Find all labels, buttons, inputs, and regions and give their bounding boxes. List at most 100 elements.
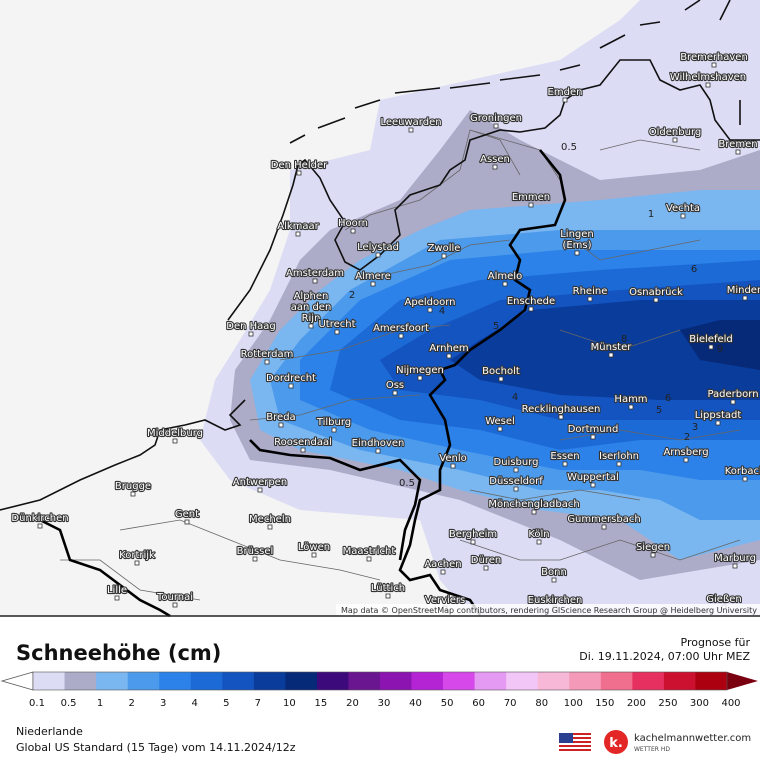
city-label: Venlo [439,453,466,464]
legend-tick-label: 7 [255,698,261,709]
legend-swatch [411,672,444,690]
city-marker [375,448,381,454]
city-marker [278,422,284,428]
city-marker [398,333,404,339]
city-label: aan den [291,302,332,313]
city-marker [732,563,738,569]
city-label: Enschede [507,296,555,307]
city-label: Wuppertal [567,472,619,483]
city-label: Apeldoorn [405,297,456,308]
city-label: Marburg [714,553,756,564]
legend-tick-label: 0.5 [61,698,77,709]
city-label: Bielefeld [689,334,733,345]
city-label: Korbach [725,466,760,477]
legend-tick-label: 3 [160,698,166,709]
city-label: (Ems) [562,240,591,251]
city-label: Paderborn [707,389,758,400]
legend-swatch [348,672,381,690]
legend-tick-label: 5 [223,698,229,709]
legend-title: Schneehöhe (cm) [16,641,221,665]
legend-swatch [222,672,255,690]
city-label: Tournai [156,592,193,603]
city-label: Wilhelmshaven [670,72,746,83]
city-marker [134,560,140,566]
city-label: Köln [528,529,549,540]
legend-swatch [316,672,349,690]
legend-tick-label: 70 [504,698,517,709]
city-marker [742,295,748,301]
city-marker [536,539,542,545]
city-marker [590,434,596,440]
city-marker [450,463,456,469]
city-label: Leeuwarden [380,117,441,128]
city-marker [493,123,499,129]
city-label: Bonn [541,567,567,578]
city-marker [312,278,318,284]
city-label: Siegen [636,542,670,553]
city-label: Gießen [706,594,741,605]
city-marker [513,486,519,492]
city-marker [264,359,270,365]
city-label: Vechta [666,203,700,214]
legend-tick-label: 200 [627,698,646,709]
city-marker [711,62,717,68]
legend-tick-label: 2 [128,698,134,709]
contour-label: 5 [493,321,499,332]
region: Niederlande [16,725,83,738]
city-marker [497,426,503,432]
city-label: Alphen [294,291,329,302]
city-label: Den Helder [271,160,328,171]
legend-frame [32,671,728,691]
city-marker [295,231,301,237]
city-label: Oldenburg [649,127,701,138]
city-label: Osnabrück [629,287,683,298]
attribution: Map data © OpenStreetMap contributors, r… [341,606,757,615]
city-label: Essen [550,451,579,462]
snow-area [450,300,760,400]
city-label: Roosendaal [274,437,332,448]
legend-tick-label: 20 [346,698,359,709]
city-label: Rijn [302,313,321,324]
city-marker [470,539,476,545]
legend-swatch [190,672,223,690]
city-label: Minden [727,285,760,296]
city-label: Brüssel [237,546,274,557]
city-label: Dordrecht [266,373,316,384]
city-marker [608,352,614,358]
legend-tick-label: 0.1 [29,698,45,709]
city-label: Rotterdam [241,349,294,360]
city-label: Lingen [560,229,594,240]
legend-tick-label: 400 [721,698,740,709]
contour-label: 0.5 [561,142,577,153]
city-marker [683,457,689,463]
city-marker [551,577,557,583]
city-marker [628,404,634,410]
map-labels: Bremerhaven Wilhelmshaven Emden Leeuwarden G… [10,51,760,611]
city-marker [252,556,258,562]
city-label: Gummersbach [567,514,640,525]
city-label: Emden [548,87,583,98]
logo-letter: k. [609,736,623,751]
city-marker [427,307,433,313]
legend-arrow-high [727,672,758,690]
contour-label: 6 [665,393,671,404]
city-marker [296,170,302,176]
city-label: Den Haag [226,321,276,332]
city-label: Dünkirchen [11,513,68,524]
city-marker [257,487,263,493]
legend-swatch [600,672,633,690]
city-marker [492,164,498,170]
contour-label: 2 [349,290,355,301]
city-marker [616,461,622,467]
city-marker [562,97,568,103]
city-marker [735,149,741,155]
legend-swatch [159,672,192,690]
city-label: Bremen [718,139,757,150]
city-marker [672,137,678,143]
city-label: Verviers [425,595,466,606]
city-label: Utrecht [318,319,355,330]
city-label: Löwen [298,542,330,553]
legend-arrow-low [0,671,34,691]
city-label: Zwolle [428,243,461,254]
legend-tick-label: 4 [192,698,198,709]
